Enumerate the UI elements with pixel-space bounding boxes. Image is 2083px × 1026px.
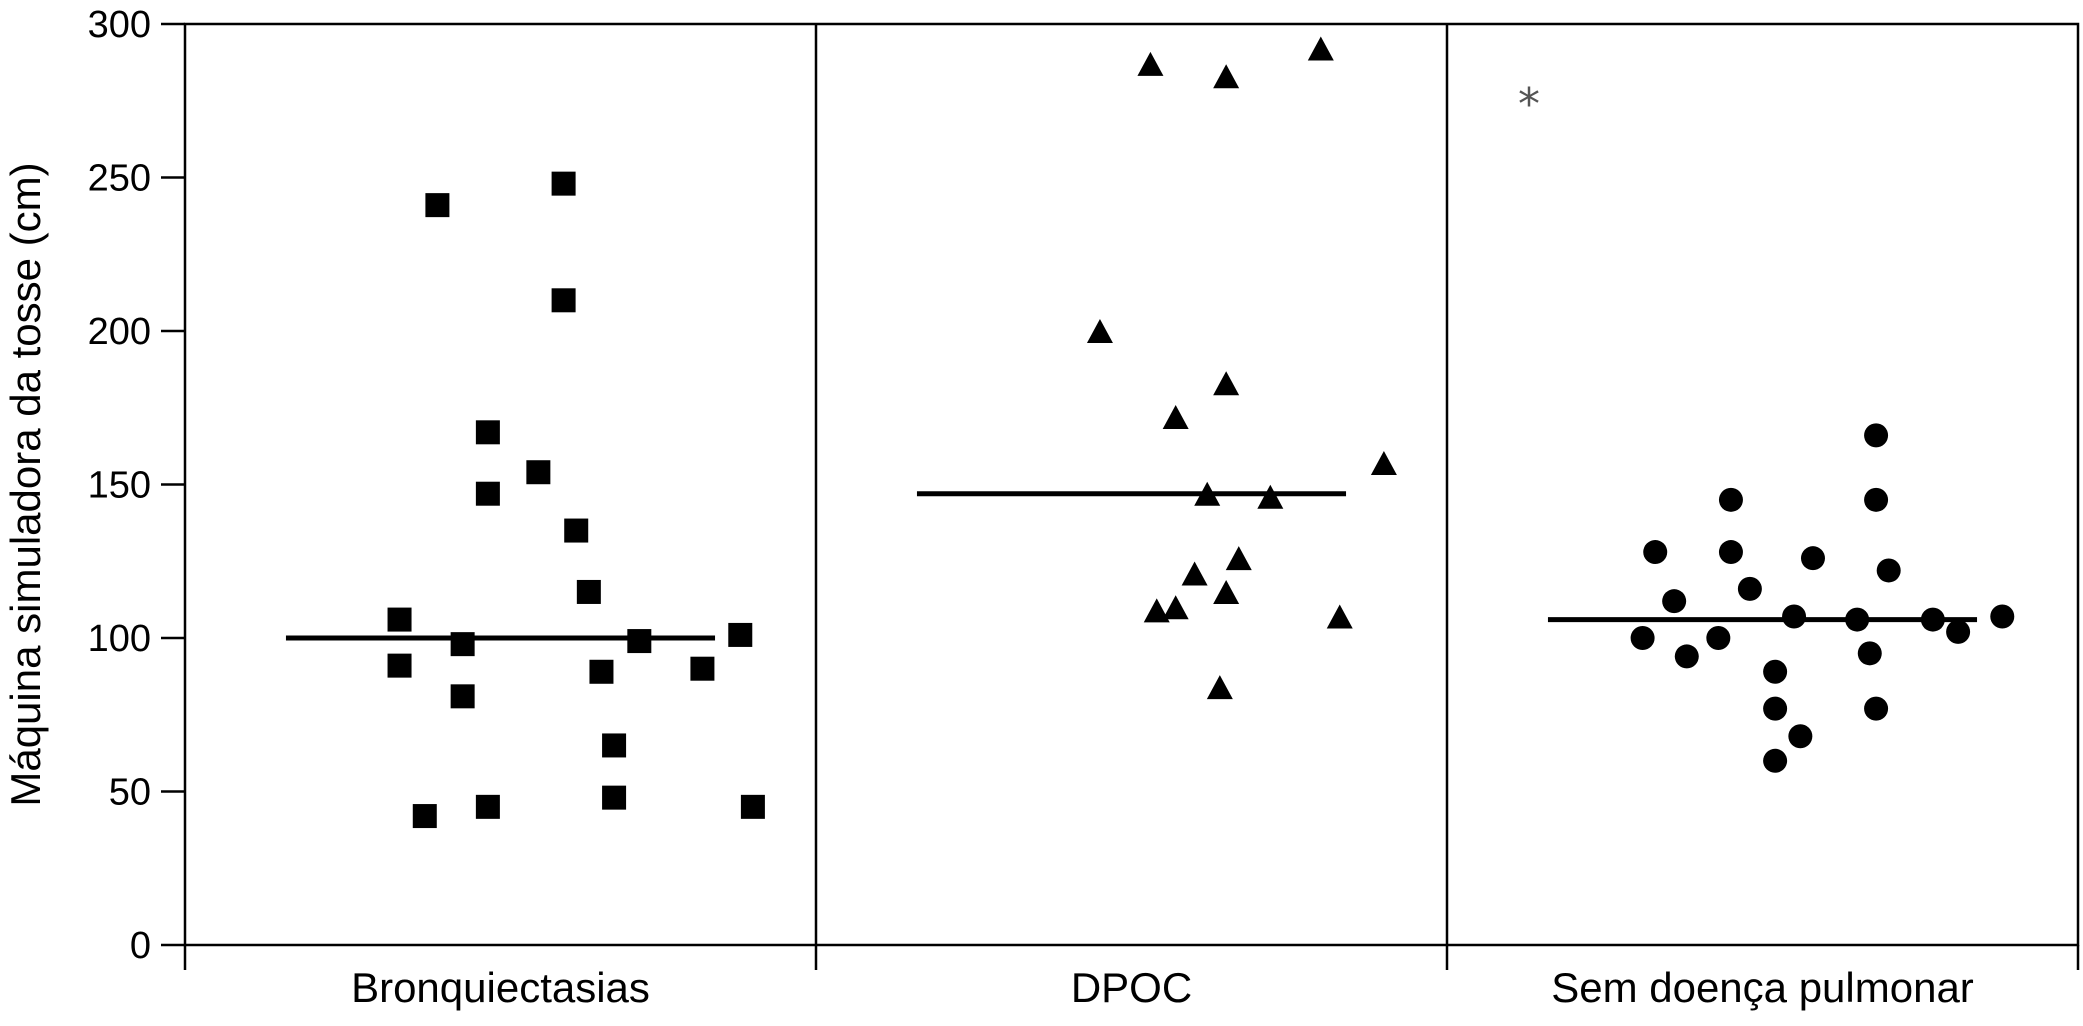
data-point — [425, 193, 450, 218]
data-point — [602, 785, 627, 810]
outlier-point: * — [1518, 79, 1540, 130]
data-point — [1643, 540, 1668, 565]
data-point — [1225, 546, 1252, 571]
data-point — [627, 629, 652, 654]
data-point — [475, 481, 500, 506]
category-labels: Bronquiectasias DPOC Sem doença pulmonar — [351, 964, 1974, 1011]
y-tick-label: 50 — [109, 772, 151, 814]
data-point — [1857, 641, 1882, 666]
axes — [183, 22, 2080, 970]
data-point — [1137, 51, 1164, 76]
data-point — [1662, 589, 1687, 614]
data-point — [1864, 423, 1889, 448]
data-point — [740, 794, 765, 819]
data-point — [475, 794, 500, 819]
data-point — [576, 579, 601, 604]
data-point — [1718, 540, 1743, 565]
data-point — [1763, 659, 1788, 684]
data-point — [1162, 404, 1189, 429]
data-point — [690, 656, 715, 681]
series-circle — [1547, 423, 2015, 773]
y-axis-title: Máquina simuladora da tosse (cm) — [2, 162, 49, 806]
data-point — [1876, 558, 1901, 583]
y-tick-label: 0 — [130, 925, 151, 967]
data-point — [1845, 607, 1870, 632]
data-point — [1257, 484, 1284, 509]
data-point — [1307, 36, 1334, 61]
data-point — [551, 288, 576, 313]
plot-frame — [183, 22, 2080, 947]
data-point — [526, 460, 551, 485]
data-point — [412, 804, 437, 829]
data-point — [1782, 604, 1807, 629]
data-point — [1718, 487, 1743, 512]
y-tick-label: 100 — [88, 618, 151, 660]
data-point — [1788, 724, 1813, 749]
data-point — [1630, 626, 1655, 650]
data-marks: * — [285, 36, 2015, 829]
data-point — [1143, 598, 1170, 623]
y-tick-label: 250 — [88, 158, 151, 200]
category-label: Sem doença pulmonar — [1551, 964, 1974, 1011]
data-point — [551, 171, 576, 196]
category-label: Bronquiectasias — [351, 964, 650, 1011]
series-triangle: * — [916, 36, 1540, 700]
data-point — [1086, 319, 1113, 343]
data-point — [1706, 626, 1731, 650]
data-point — [1946, 619, 1971, 644]
y-axis-ticks: 0 50 100 150 200 250 300 — [88, 4, 185, 967]
data-point — [589, 659, 614, 684]
data-point — [602, 733, 627, 758]
data-point — [1213, 64, 1240, 89]
y-tick-label: 200 — [88, 311, 151, 353]
category-label: DPOC — [1071, 964, 1192, 1011]
data-point — [728, 622, 753, 647]
series-square — [285, 171, 765, 829]
data-point — [450, 684, 475, 709]
data-point — [1800, 546, 1825, 571]
y-tick-label: 150 — [88, 465, 151, 507]
data-point — [1763, 696, 1788, 721]
data-point — [1674, 644, 1699, 669]
data-point — [1194, 481, 1221, 506]
y-tick-label: 300 — [88, 4, 151, 46]
data-point — [387, 653, 412, 678]
data-point — [1737, 576, 1762, 601]
data-point — [475, 420, 500, 445]
data-point — [1864, 696, 1889, 721]
data-point — [1990, 604, 2015, 629]
data-point — [1213, 371, 1240, 396]
data-point — [1370, 451, 1397, 476]
data-point — [1864, 487, 1889, 512]
data-point — [450, 632, 475, 657]
data-point — [1162, 595, 1189, 620]
data-point — [1213, 579, 1240, 604]
data-point — [387, 607, 412, 632]
data-point — [1206, 675, 1233, 700]
data-point — [1181, 561, 1208, 586]
data-point — [1920, 607, 1945, 632]
data-point — [1326, 604, 1353, 629]
data-point — [1763, 748, 1788, 773]
data-point — [564, 518, 589, 543]
